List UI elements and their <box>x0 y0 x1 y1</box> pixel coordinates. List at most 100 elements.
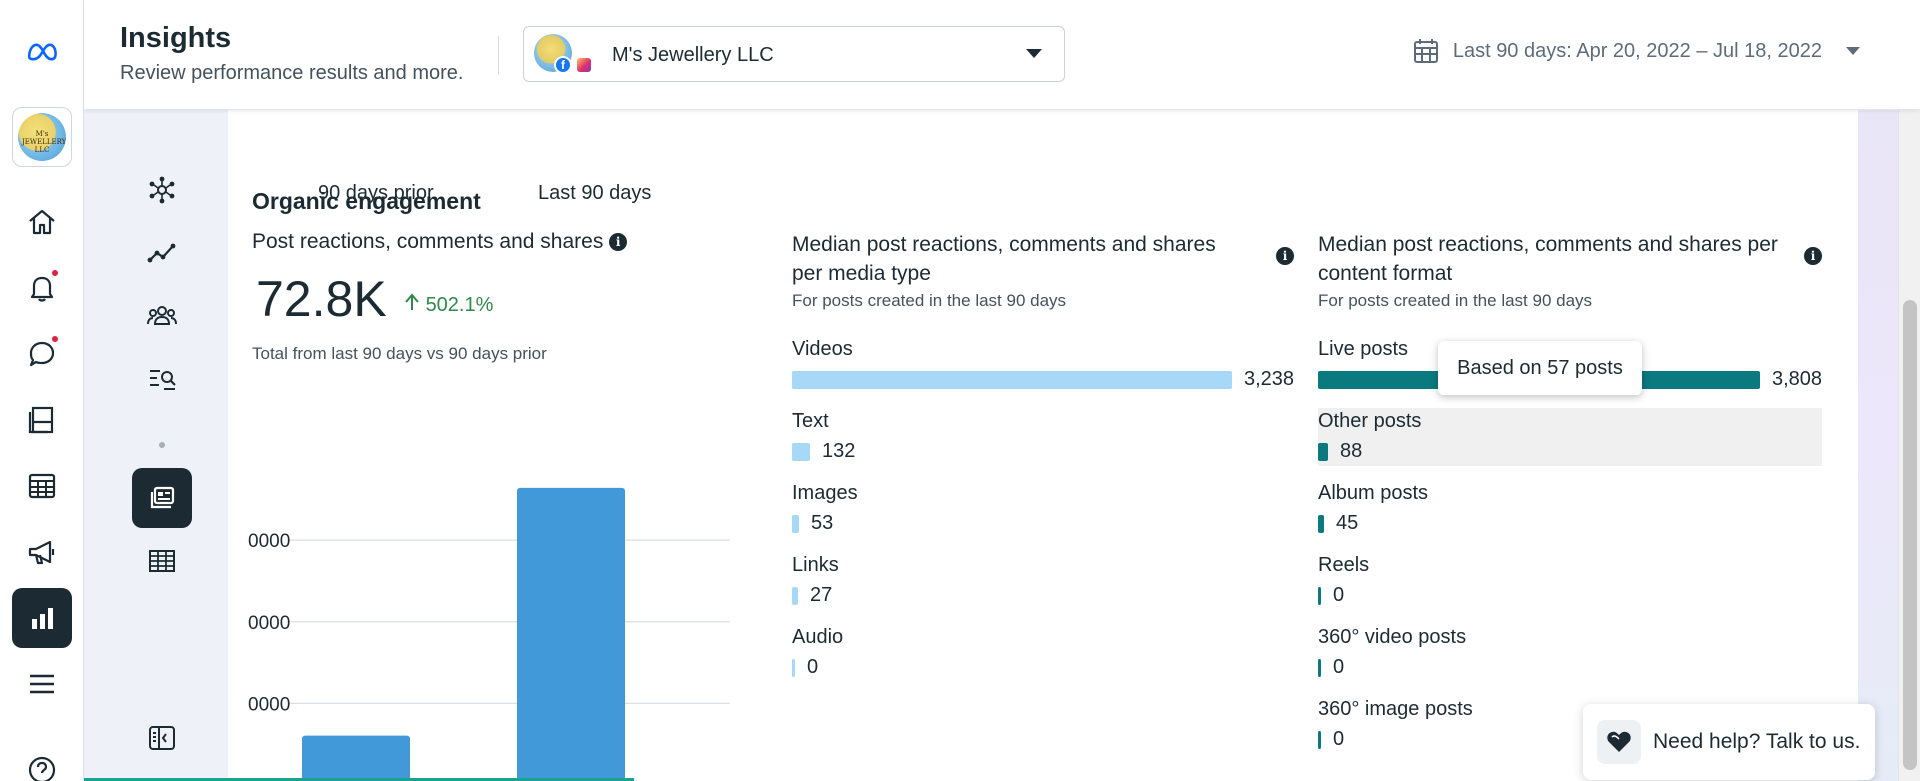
notifications-bell-icon[interactable] <box>12 258 72 318</box>
account-name: M's Jewellery LLC <box>612 44 774 66</box>
media-type-row-label: Links <box>792 554 839 576</box>
media-type-row-label: Text <box>792 410 829 432</box>
media-type-info-icon[interactable]: i <box>1276 247 1294 265</box>
instagram-icon <box>575 56 593 74</box>
planner-table-icon[interactable] <box>12 456 72 516</box>
ads-megaphone-icon[interactable] <box>12 522 72 582</box>
account-selector[interactable]: f M's Jewellery LLC <box>523 26 1065 82</box>
insights-subnav <box>124 110 226 781</box>
engagement-heading-text: Post reactions, comments and shares <box>252 230 604 253</box>
media-type-row-bar[interactable] <box>792 443 810 461</box>
scrollbar-thumb[interactable] <box>1903 300 1917 770</box>
avatar-text: M's JEWELLERY LLC <box>22 130 66 154</box>
page-scrollbar[interactable] <box>1898 0 1920 781</box>
content-format-row-bar[interactable] <box>1318 659 1321 677</box>
content-format-row-value: 88 <box>1340 440 1363 462</box>
media-type-row[interactable]: Text 132 <box>792 410 1322 470</box>
global-nav: M's JEWELLERY LLC <box>0 0 84 781</box>
content-format-row-label: 360° video posts <box>1318 626 1467 648</box>
content-format-row-value: 0 <box>1333 584 1345 606</box>
results-trend-icon[interactable] <box>132 223 192 283</box>
content-format-row[interactable]: Reels 0 <box>1318 554 1850 614</box>
insights-bar-chart-icon[interactable] <box>12 588 72 648</box>
facebook-icon: f <box>554 56 572 74</box>
partial-label-prior: 90 days prior <box>318 182 434 204</box>
media-type-subtitle: For posts created in the last 90 days <box>792 291 1067 310</box>
meta-logo-icon[interactable] <box>12 22 72 82</box>
media-type-row[interactable]: Links 27 <box>792 554 1322 614</box>
chart-ytick-label: 0000 <box>248 694 290 715</box>
content-format-row-bar[interactable] <box>1318 731 1321 749</box>
table-icon[interactable] <box>132 531 192 591</box>
media-type-row[interactable]: Videos 3,238 <box>792 338 1322 398</box>
media-type-row-value: 132 <box>822 440 856 462</box>
media-type-row-bar[interactable] <box>792 515 799 533</box>
content-format-row-label: Reels <box>1318 554 1370 576</box>
dropdown-caret-icon <box>1026 49 1042 58</box>
date-range-picker[interactable]: Last 90 days: Apr 20, 2022 – Jul 18, 202… <box>1413 38 1860 64</box>
chart-ytick-label: 0000 <box>248 613 290 634</box>
media-type-row-label: Videos <box>792 338 853 360</box>
subnav-separator-dot <box>159 442 165 448</box>
help-label: Need help? Talk to us. <box>1653 730 1861 753</box>
content-format-row-bar[interactable] <box>1318 443 1328 461</box>
account-avatar[interactable]: M's JEWELLERY LLC <box>12 107 72 167</box>
content-format-row-bar[interactable] <box>1318 587 1321 605</box>
content-format-row[interactable]: Album posts 45 <box>1318 482 1850 542</box>
chart-bar[interactable] <box>302 735 410 781</box>
content-format-subtitle: For posts created in the last 90 days <box>1318 291 1593 310</box>
chart-bar[interactable] <box>517 487 625 781</box>
content-format-info-icon[interactable]: i <box>1804 247 1822 265</box>
media-type-row[interactable]: Images 53 <box>792 482 1322 542</box>
help-question-icon[interactable] <box>12 740 72 781</box>
media-type-row-bar[interactable] <box>792 371 1232 389</box>
media-type-row-value: 3,238 <box>1244 368 1295 390</box>
right-gradient <box>1858 110 1898 781</box>
content-format-row-label: 360° image posts <box>1318 698 1473 720</box>
content-search-icon[interactable] <box>132 349 192 409</box>
date-range-label: Last 90 days: Apr 20, 2022 – Jul 18, 202… <box>1452 39 1822 62</box>
content-format-row[interactable]: Other posts 88 <box>1318 410 1850 470</box>
bar-tooltip: Based on 57 posts <box>1438 341 1642 395</box>
audience-people-icon[interactable] <box>132 286 192 346</box>
content-icon[interactable] <box>12 390 72 450</box>
media-type-heading: Median post reactions, comments and shar… <box>792 233 1216 285</box>
content-format-row-label: Live posts <box>1318 338 1409 360</box>
media-type-row-label: Audio <box>792 626 844 648</box>
engagement-change: 502.1% <box>404 293 493 317</box>
content-posts-icon[interactable] <box>132 468 192 528</box>
row-highlight <box>1318 408 1822 466</box>
menu-icon[interactable] <box>12 654 72 714</box>
content-format-row-value: 0 <box>1333 656 1345 678</box>
media-type-row-value: 27 <box>810 584 833 606</box>
header-divider <box>498 36 499 74</box>
partial-label-last: Last 90 days <box>538 182 652 204</box>
collapse-panel-icon[interactable] <box>132 708 192 768</box>
heart-chat-icon <box>1597 720 1641 764</box>
content-format-row[interactable]: 360° video posts 0 <box>1318 626 1850 686</box>
inbox-dot <box>50 334 60 344</box>
page-header: Insights Review performance results and … <box>84 0 1920 110</box>
inbox-chat-icon[interactable] <box>12 324 72 384</box>
engagement-description: Total from last 90 days vs 90 days prior <box>252 344 547 363</box>
help-chat-widget[interactable]: Need help? Talk to us. <box>1583 704 1875 780</box>
date-caret-icon <box>1846 47 1860 55</box>
progress-line <box>84 778 634 781</box>
media-type-row[interactable]: Audio 0 <box>792 626 1322 686</box>
chart-ytick-label: 0000 <box>248 531 290 552</box>
section-title: Organic engagement <box>252 188 481 214</box>
page-subtitle: Review performance results and more. <box>120 62 464 84</box>
media-type-row-bar[interactable] <box>792 659 795 677</box>
engagement-heading: Post reactions, comments and shares i <box>252 230 628 254</box>
home-icon[interactable] <box>12 192 72 252</box>
media-type-row-label: Images <box>792 482 858 504</box>
content-format-row-value: 0 <box>1333 728 1345 750</box>
info-icon[interactable]: i <box>609 233 628 252</box>
overview-network-icon[interactable] <box>132 160 192 220</box>
media-type-row-bar[interactable] <box>792 587 798 605</box>
engagement-total: 72.8K <box>256 271 387 327</box>
content-format-row-bar[interactable] <box>1318 515 1324 533</box>
content-format-row[interactable]: 360° image posts 0 <box>1318 698 1850 758</box>
